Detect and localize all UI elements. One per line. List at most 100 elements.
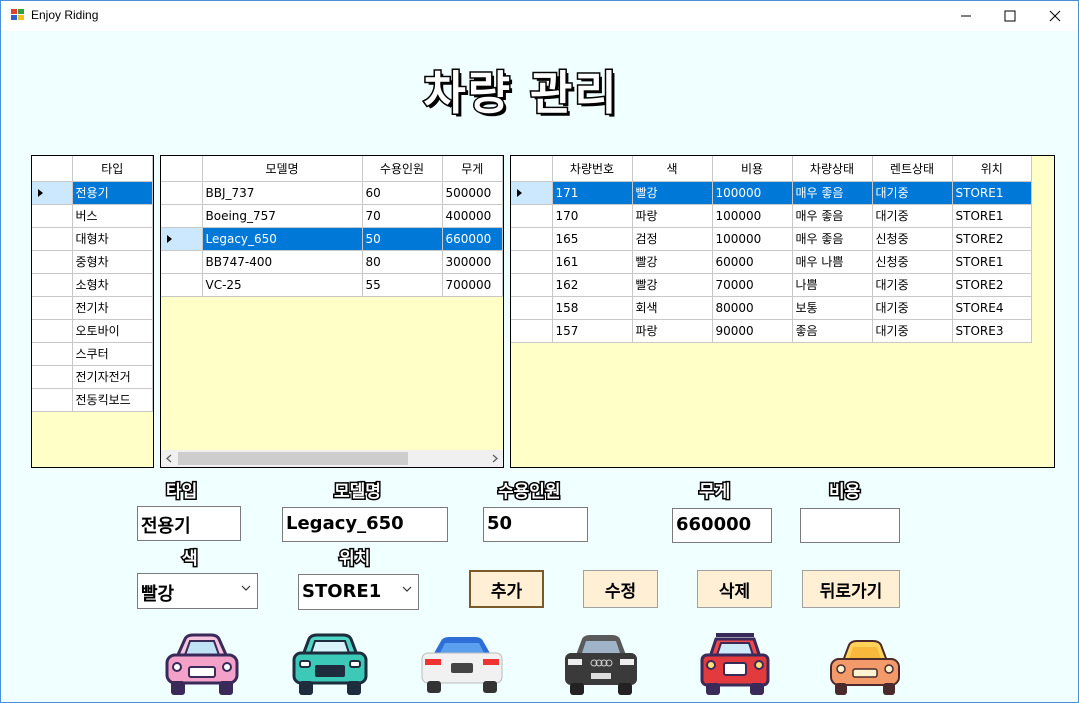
column-header-model[interactable]: 모델명	[202, 156, 363, 182]
row-header[interactable]	[32, 388, 73, 412]
table-cell[interactable]: 55	[362, 273, 443, 297]
table-cell[interactable]: 660000	[442, 227, 503, 251]
column-header-rent-status[interactable]: 렌트상태	[872, 156, 953, 182]
table-cell[interactable]: 700000	[442, 273, 503, 297]
close-button[interactable]	[1032, 1, 1078, 31]
table-cell[interactable]: 매우 좋음	[792, 181, 873, 205]
table-cell[interactable]: 소형차	[72, 273, 153, 297]
table-cell[interactable]: 70000	[712, 273, 793, 297]
column-header-color[interactable]: 색	[632, 156, 713, 182]
model-grid[interactable]: 모델명 수용인원 무게 BBJ_737 60 500000 Boeing_757 70 4…	[160, 155, 504, 468]
table-cell[interactable]: 빨강	[632, 250, 713, 274]
table-cell[interactable]: 전용기	[72, 181, 153, 205]
scroll-left-icon[interactable]	[165, 454, 173, 463]
minimize-button[interactable]	[943, 1, 989, 31]
table-row[interactable]: 중형차	[32, 250, 153, 274]
table-cell[interactable]: STORE2	[952, 273, 1032, 297]
row-header[interactable]	[511, 250, 553, 274]
maximize-button[interactable]	[987, 1, 1033, 31]
table-cell[interactable]: 대기중	[872, 296, 953, 320]
table-cell[interactable]: 전동킥보드	[72, 388, 153, 412]
table-cell[interactable]: 500000	[442, 181, 503, 205]
table-cell[interactable]: 60	[362, 181, 443, 205]
table-row[interactable]: 오토바이	[32, 319, 153, 343]
table-cell[interactable]: 대기중	[872, 181, 953, 205]
table-cell[interactable]: 나쁨	[792, 273, 873, 297]
cost-field[interactable]	[800, 508, 900, 543]
row-header[interactable]	[32, 250, 73, 274]
column-header-cost[interactable]: 비용	[712, 156, 793, 182]
column-header-weight[interactable]: 무게	[442, 156, 503, 182]
table-cell[interactable]: 전기자전거	[72, 365, 153, 389]
table-row[interactable]: 161 빨강 60000 매우 나쁨 신청중 STORE1	[511, 250, 1032, 274]
table-cell[interactable]: 157	[552, 319, 633, 343]
table-cell[interactable]: 161	[552, 250, 633, 274]
table-cell[interactable]: 대기중	[872, 319, 953, 343]
scroll-right-icon[interactable]	[491, 454, 499, 463]
table-cell[interactable]: BBJ_737	[202, 181, 363, 205]
add-button[interactable]: 추가	[469, 570, 544, 608]
type-field[interactable]: 전용기	[137, 506, 241, 541]
row-header[interactable]	[161, 250, 203, 274]
row-header[interactable]	[161, 273, 203, 297]
table-cell[interactable]: 대기중	[872, 273, 953, 297]
row-header[interactable]	[511, 181, 553, 205]
table-cell[interactable]: 빨강	[632, 273, 713, 297]
table-cell[interactable]: 신청중	[872, 250, 953, 274]
table-cell[interactable]: STORE1	[952, 204, 1032, 228]
table-cell[interactable]: STORE4	[952, 296, 1032, 320]
table-row[interactable]: 171 빨강 100000 매우 좋음 대기중 STORE1	[511, 181, 1032, 205]
table-cell[interactable]: STORE2	[952, 227, 1032, 251]
horizontal-scrollbar[interactable]	[161, 450, 503, 467]
row-header[interactable]	[32, 342, 73, 366]
table-cell[interactable]: 매우 나쁨	[792, 250, 873, 274]
row-header[interactable]	[511, 204, 553, 228]
table-cell[interactable]: Legacy_650	[202, 227, 363, 251]
table-row[interactable]: 전기차	[32, 296, 153, 320]
table-cell[interactable]: STORE1	[952, 181, 1032, 205]
table-cell[interactable]: 300000	[442, 250, 503, 274]
table-cell[interactable]: 100000	[712, 181, 793, 205]
scrollbar-thumb[interactable]	[178, 452, 408, 465]
table-cell[interactable]: 대기중	[872, 204, 953, 228]
table-row[interactable]: Legacy_650 50 660000	[161, 227, 503, 251]
table-row[interactable]: 소형차	[32, 273, 153, 297]
table-row[interactable]: 165 검정 100000 매우 좋음 신청중 STORE2	[511, 227, 1032, 251]
table-cell[interactable]: 전기차	[72, 296, 153, 320]
row-header[interactable]	[511, 227, 553, 251]
table-row[interactable]: Boeing_757 70 400000	[161, 204, 503, 228]
table-row[interactable]: 162 빨강 70000 나쁨 대기중 STORE2	[511, 273, 1032, 297]
table-cell[interactable]: 80	[362, 250, 443, 274]
table-row[interactable]: 대형차	[32, 227, 153, 251]
row-header[interactable]	[32, 273, 73, 297]
table-row[interactable]: 전용기	[32, 181, 153, 205]
column-header-vehicle-number[interactable]: 차량번호	[552, 156, 633, 182]
table-cell[interactable]: 매우 좋음	[792, 204, 873, 228]
table-row[interactable]: 스쿠터	[32, 342, 153, 366]
table-cell[interactable]: 검정	[632, 227, 713, 251]
row-header[interactable]	[32, 204, 73, 228]
table-cell[interactable]: 파랑	[632, 319, 713, 343]
location-select[interactable]: STORE1	[298, 574, 419, 610]
table-cell[interactable]: 170	[552, 204, 633, 228]
table-cell[interactable]: 좋음	[792, 319, 873, 343]
table-cell[interactable]: 파랑	[632, 204, 713, 228]
type-grid[interactable]: 타입 전용기 버스 대형차 중형차 소형차 전기차 오토바이 스쿠터 전기자전거 전동킥보드	[31, 155, 154, 468]
capacity-field[interactable]: 50	[483, 507, 588, 542]
table-cell[interactable]: 중형차	[72, 250, 153, 274]
table-cell[interactable]: 100000	[712, 204, 793, 228]
table-cell[interactable]: 신청중	[872, 227, 953, 251]
table-row[interactable]: 170 파랑 100000 매우 좋음 대기중 STORE1	[511, 204, 1032, 228]
table-row[interactable]: 158 회색 80000 보통 대기중 STORE4	[511, 296, 1032, 320]
column-header-type[interactable]: 타입	[72, 156, 153, 182]
table-row[interactable]: 전기자전거	[32, 365, 153, 389]
row-header[interactable]	[32, 227, 73, 251]
table-cell[interactable]: 50	[362, 227, 443, 251]
table-cell[interactable]: 100000	[712, 227, 793, 251]
table-row[interactable]: VC-25 55 700000	[161, 273, 503, 297]
color-select[interactable]: 빨강	[137, 573, 258, 609]
table-cell[interactable]: 보통	[792, 296, 873, 320]
table-cell[interactable]: 162	[552, 273, 633, 297]
table-cell[interactable]: Boeing_757	[202, 204, 363, 228]
edit-button[interactable]: 수정	[583, 570, 658, 608]
